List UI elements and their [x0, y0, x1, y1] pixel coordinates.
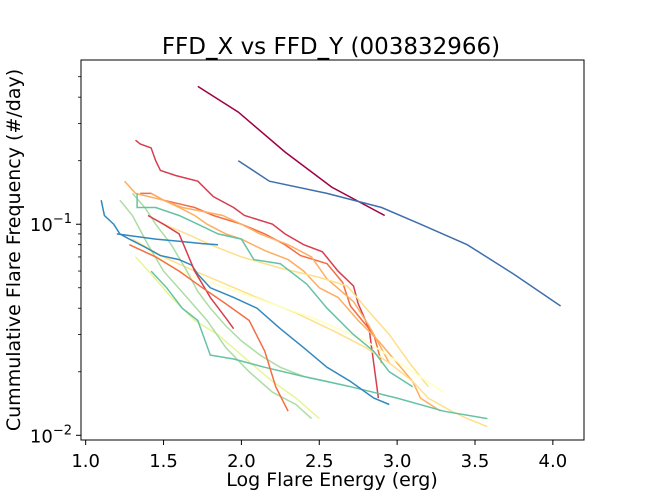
series-line-8 [132, 238, 488, 428]
x-tick-label: 2.5 [305, 451, 334, 472]
chart-title: FFD_X vs FFD_Y (003832966) [162, 34, 500, 60]
x-axis-label: Log Flare Energy (erg) [226, 469, 438, 491]
x-tick-label: 1.0 [71, 451, 100, 472]
x-tick-label: 3.0 [383, 451, 412, 472]
series-layer [100, 85, 562, 428]
y-tick-label: 10−1 [30, 212, 72, 236]
y-tick-label-exponent: −1 [53, 212, 72, 227]
y-axis-label: Cummulative Flare Frequency (#/day) [3, 69, 25, 431]
x-axis: 1.0 1.5 2.0 2.5 3.0 3.5 4.0 [71, 440, 567, 472]
series-line-2 [237, 160, 562, 307]
series-line-16 [116, 233, 219, 246]
series-line-18 [128, 244, 289, 412]
x-tick-label: 3.5 [461, 451, 490, 472]
x-tick-label: 2.0 [227, 451, 256, 472]
series-line-14 [150, 270, 488, 420]
y-tick-label: 10−2 [30, 423, 72, 447]
series-line-10 [134, 256, 320, 420]
y-tick-label-base: 10 [30, 215, 53, 236]
y-axis: 10−210−1 [30, 76, 81, 447]
series-line-1 [197, 85, 386, 217]
y-tick-label-exponent: −2 [53, 423, 72, 438]
plot-frame [80, 59, 585, 441]
x-tick-label: 4.0 [539, 451, 568, 472]
series-line-6 [150, 192, 442, 412]
x-tick-label: 1.5 [149, 451, 178, 472]
y-tick-label-base: 10 [30, 426, 53, 447]
series-line-7 [163, 223, 429, 388]
series-line-9 [147, 249, 445, 393]
series-line-3 [135, 139, 380, 399]
series-line-4 [140, 192, 383, 364]
series-line-17 [147, 214, 235, 330]
series-line-13 [136, 193, 414, 388]
